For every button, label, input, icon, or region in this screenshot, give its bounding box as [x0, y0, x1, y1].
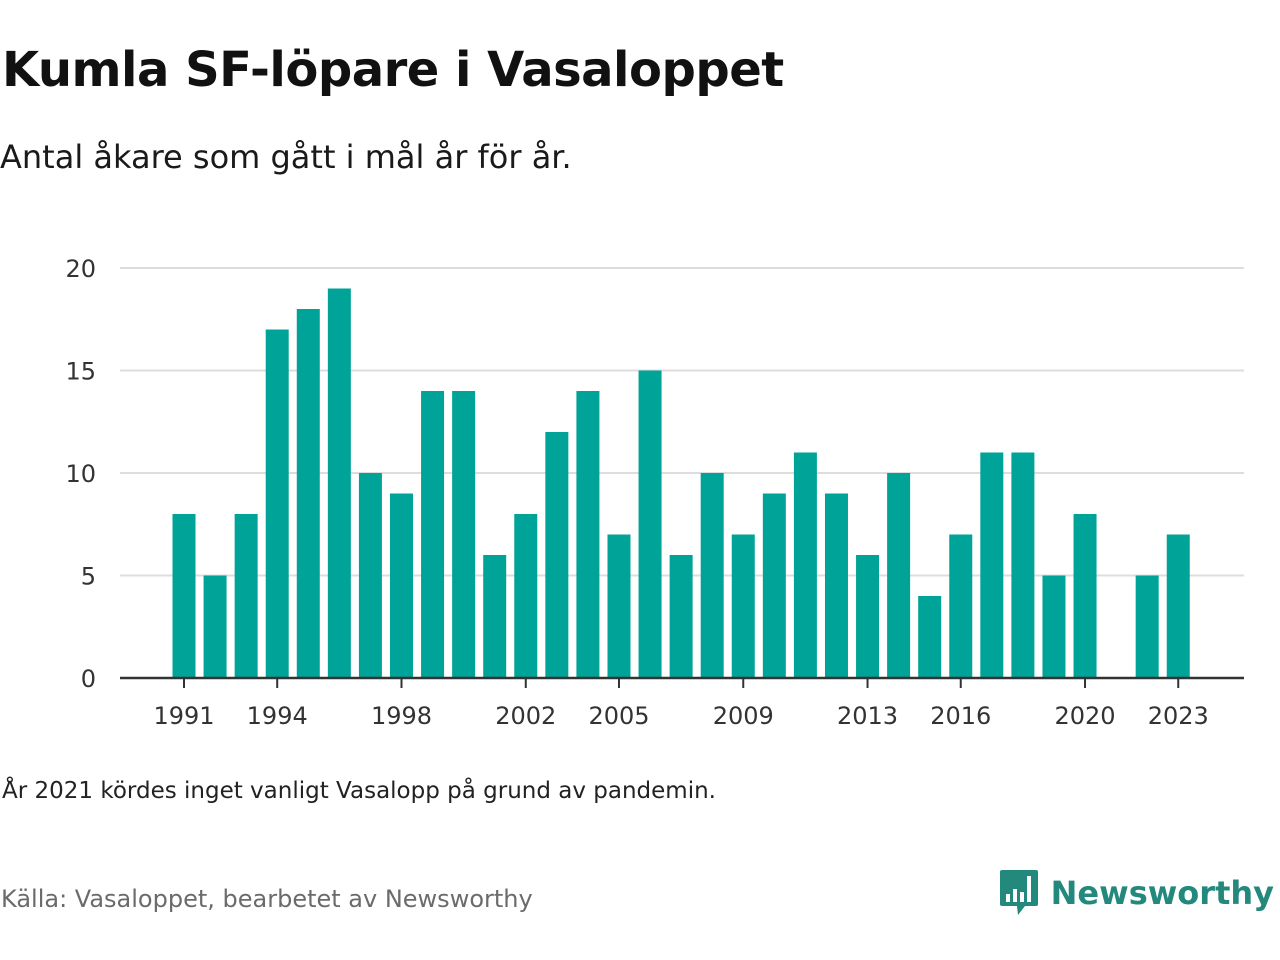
x-tick-label-1998: 1998	[371, 702, 432, 730]
bar-2011	[793, 452, 817, 678]
x-tick-label-2023: 2023	[1148, 702, 1209, 730]
bar-1994	[265, 329, 289, 678]
bar-1992	[203, 575, 227, 678]
y-tick-label-10: 10	[65, 460, 96, 488]
bar-chart-speech-bubble-icon	[999, 870, 1038, 915]
brand-name: Newsworthy	[1050, 874, 1274, 912]
bar-2009	[731, 534, 755, 678]
bar-2003	[545, 432, 569, 678]
bar-2004	[576, 391, 600, 678]
chart-title: Kumla SF-löpare i Vasaloppet	[2, 42, 784, 98]
bar-2013	[856, 555, 880, 678]
x-tick-label-2005: 2005	[588, 702, 649, 730]
y-tick-label-5: 5	[81, 563, 96, 591]
x-tick-label-2020: 2020	[1054, 702, 1115, 730]
x-axis-ticks	[183, 678, 1180, 688]
x-axis-labels: 1991 1994 1998 2002 2005 2009 2013 2016 2020 2023	[153, 702, 1208, 730]
bar-chart: 0 5 10 15 20 1991 1994 1998 2002 2005 2009 2013 201…	[65, 255, 1244, 730]
bar-2017	[980, 452, 1004, 678]
bar-2018	[1011, 452, 1035, 678]
bar-1991	[172, 514, 196, 678]
bar-2014	[887, 473, 911, 678]
footnote: År 2021 kördes inget vanligt Vasalopp på…	[2, 778, 716, 804]
bar-2020	[1073, 514, 1097, 678]
bar-2008	[700, 473, 724, 678]
y-tick-label-20: 20	[65, 255, 96, 283]
bar-1998	[389, 493, 413, 678]
bar-2012	[824, 493, 848, 678]
bar-1995	[296, 309, 320, 678]
y-tick-label-0: 0	[81, 665, 96, 693]
bar-2010	[762, 493, 786, 678]
bar-2019	[1042, 575, 1066, 678]
x-tick-label-1994: 1994	[247, 702, 308, 730]
bar-2005	[607, 534, 631, 678]
newsworthy-logo: Newsworthy	[999, 868, 1274, 918]
chart-subtitle: Antal åkare som gått i mål år för år.	[0, 138, 572, 176]
bar-2016	[949, 534, 973, 678]
bar-1993	[234, 514, 258, 678]
bar-2006	[638, 370, 662, 678]
x-tick-label-2009: 2009	[713, 702, 774, 730]
bar-1996	[327, 288, 351, 678]
bars	[172, 288, 1190, 678]
bar-1999	[421, 391, 445, 678]
bar-2007	[669, 555, 693, 678]
y-axis-labels: 0 5 10 15 20	[65, 255, 96, 693]
x-tick-label-2013: 2013	[837, 702, 898, 730]
bar-2001	[483, 555, 507, 678]
x-tick-label-1991: 1991	[153, 702, 214, 730]
x-tick-label-2016: 2016	[930, 702, 991, 730]
bar-2022	[1135, 575, 1159, 678]
source-credit: Källa: Vasaloppet, bearbetet av Newswort…	[1, 885, 533, 913]
bar-2002	[514, 514, 538, 678]
y-tick-label-15: 15	[65, 358, 96, 386]
x-tick-label-2002: 2002	[495, 702, 556, 730]
bar-1997	[358, 473, 382, 678]
bar-2000	[452, 391, 476, 678]
bar-2015	[918, 596, 942, 678]
bar-2023	[1166, 534, 1190, 678]
